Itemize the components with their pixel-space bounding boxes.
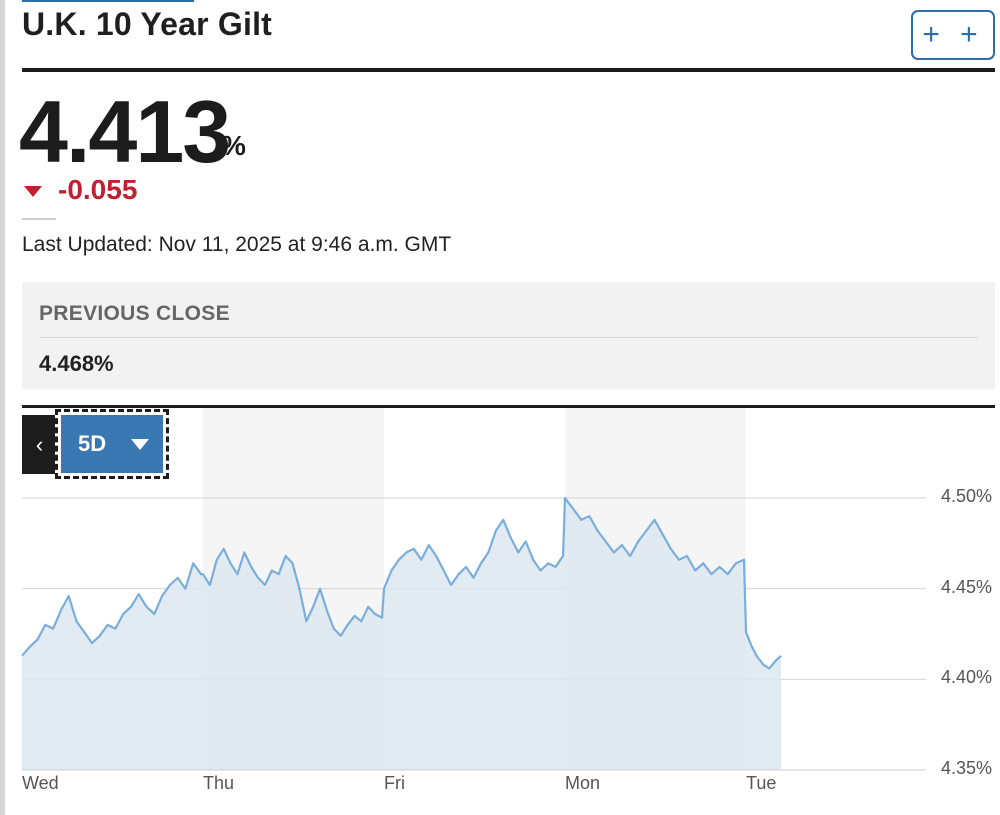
- caret-down-icon: [24, 185, 42, 197]
- page-title: U.K. 10 Year Gilt: [22, 6, 273, 42]
- yield-area-fill: [22, 498, 781, 770]
- previous-close-label: PREVIOUS CLOSE: [39, 302, 230, 325]
- chart-top-border: [22, 405, 995, 408]
- yield-chart[interactable]: [0, 408, 1000, 815]
- caret-down-icon: [131, 438, 149, 450]
- x-tick-label: Tue: [746, 773, 777, 793]
- x-tick-label: Mon: [565, 773, 601, 793]
- previous-close-divider: [39, 337, 978, 338]
- time-range-label: 5D: [78, 431, 107, 456]
- y-tick-label: 4.40%: [941, 667, 993, 688]
- x-tick-label: Thu: [203, 773, 235, 793]
- yield-line: [21, 496, 782, 670]
- x-tick-label: Fri: [384, 773, 405, 793]
- yield-change-value: -0.055: [58, 174, 138, 205]
- time-range-selector[interactable]: 5D: [55, 409, 169, 479]
- add-to-watchlist-button[interactable]: + +: [911, 10, 995, 60]
- x-tick-label: Wed: [22, 773, 59, 793]
- chevron-left-icon[interactable]: ‹: [22, 415, 57, 474]
- last-updated-text: Last Updated: Nov 11, 2025 at 9:46 a.m. …: [22, 233, 452, 256]
- previous-close-panel: PREVIOUS CLOSE 4.468%: [22, 282, 995, 389]
- yield-unit: %: [221, 130, 246, 161]
- current-yield: 4.413: [19, 82, 231, 181]
- active-tab-indicator: [22, 0, 194, 2]
- previous-close-value: 4.468%: [39, 351, 114, 376]
- yield-change: -0.055: [24, 173, 137, 207]
- page-left-border: [0, 0, 5, 815]
- y-tick-label: 4.50%: [941, 486, 993, 506]
- y-tick-label: 4.35%: [941, 758, 993, 778]
- header-divider: [22, 68, 995, 72]
- quote-divider: [22, 218, 56, 220]
- y-tick-label: 4.45%: [941, 576, 993, 597]
